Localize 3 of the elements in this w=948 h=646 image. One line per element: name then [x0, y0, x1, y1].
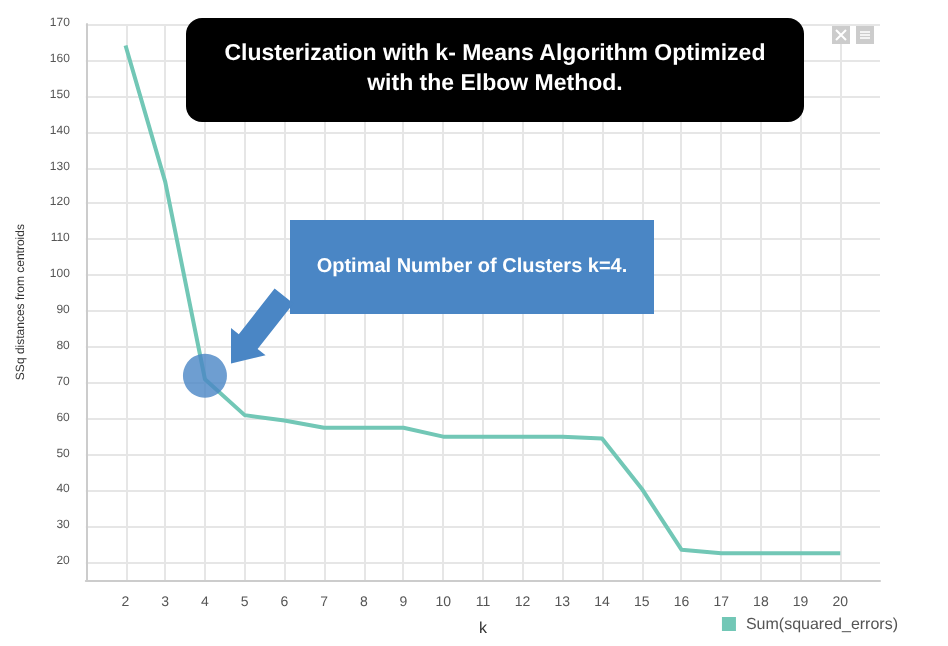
- legend-label: Sum(squared_errors): [745, 615, 899, 633]
- line-series: [123, 43, 843, 556]
- x-axis-title: k: [478, 619, 489, 637]
